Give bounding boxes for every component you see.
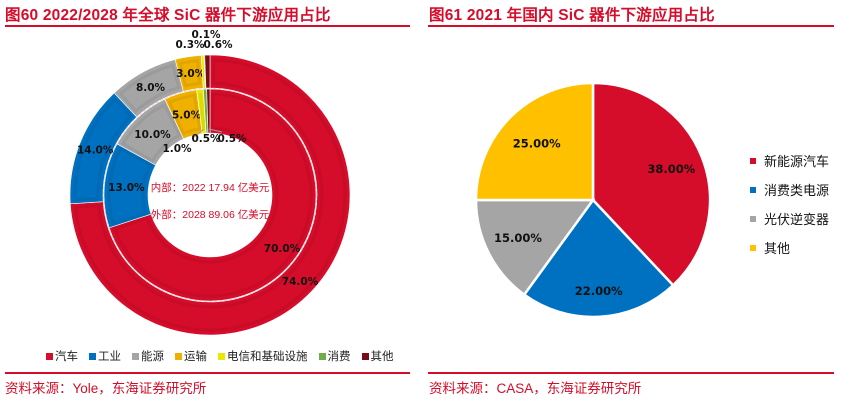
pie-legend-item-3: 其他 [750, 233, 829, 262]
donut-inner-leader-6 [208, 128, 223, 133]
donut-legend-item-1: 工业 [89, 348, 121, 364]
pie-legend-label-1: 消费类电源 [764, 183, 830, 198]
left-title-rule [5, 25, 410, 27]
donut-ring-outer: 74.0% 14.0% 8.0% 3.0% 0.3%0.1%0.6% [69, 29, 351, 336]
right-source-rule [428, 372, 834, 374]
donut-ring-inner: 70.0%13.0%10.0%5.0%1.0%0.5%0.5% [103, 88, 317, 302]
left-figure-title: 图60 2022/2028 年全球 SiC 器件下游应用占比 [5, 7, 331, 24]
donut-inner-label-5: 0.5% [191, 133, 221, 145]
donut-legend-label-2: 能源 [141, 351, 164, 363]
donut-legend-label-4: 电信和基础设施 [227, 351, 308, 363]
donut-inner-label-3: 5.0% [172, 109, 202, 121]
donut-legend-item-4: 电信和基础设施 [218, 348, 308, 364]
donut-legend-label-5: 消费 [327, 351, 351, 363]
donut-outer-label-3: 3.0% [176, 68, 206, 80]
pie-legend-swatch-1 [750, 186, 756, 193]
right-figure-title: 图61 2021 年国内 SiC 器件下游应用占比 [429, 7, 715, 24]
pie-slice-1 [522, 198, 675, 319]
donut-legend-swatch-4 [218, 352, 225, 360]
donut-inner-label-1: 13.0% [108, 182, 145, 194]
pie-legend-label-2: 光伏逆变器 [764, 212, 830, 227]
donut-inner-label-0: 70.0% [264, 243, 301, 255]
donut-legend: 汽车 工业 能源 运输 电信和基础设施 消费 其他 [46, 348, 394, 364]
pie-label-0: 38.00% [647, 162, 695, 176]
donut-inner-slice-bevel-4 [198, 92, 206, 130]
donut-outer-label-2: 8.0% [136, 82, 166, 94]
left-source-rule [5, 372, 410, 374]
donut-legend-swatch-5 [318, 352, 326, 360]
donut-center-text-1: 外部：2028 89.06 亿美元 [151, 208, 270, 221]
donut-outer-label-0: 74.0% [282, 276, 319, 288]
donut-inner-label-6: 0.5% [217, 133, 247, 145]
pie-legend-label-0: 新能源汽车 [764, 154, 830, 169]
donut-inner-slice-bevel-1 [107, 147, 153, 226]
donut-legend-item-3: 运输 [175, 348, 207, 364]
right-title-rule [428, 25, 834, 27]
donut-outer-slice-6 [204, 54, 211, 89]
donut-center-text-0: 内部：2022 17.94 亿美元 [151, 181, 270, 194]
donut-outer-slice-bevel-1 [73, 97, 134, 201]
donut-legend-swatch-3 [175, 352, 182, 360]
pie-label-1: 22.00% [575, 284, 623, 298]
donut-inner-slice-bevel-3 [167, 93, 202, 136]
donut-legend-label-6: 其他 [370, 351, 394, 363]
right-source: 资料来源：CASA，东海证券研究所 [429, 381, 642, 396]
donut-legend-item-0: 汽车 [46, 348, 78, 364]
right-panel: 图61 2021 年国内 SiC 器件下游应用占比 38.00% 22.00% 15… [420, 0, 853, 400]
pie-chart: 38.00% 22.00% 15.00% 25.00% [474, 81, 712, 319]
pie-legend-item-2: 光伏逆变器 [750, 204, 829, 233]
left-panel: 图60 2022/2028 年全球 SiC 器件下游应用占比 70.0% 13.0… [0, 0, 420, 400]
pie-legend-item-0: 新能源汽车 [750, 146, 829, 175]
donut-legend-item-2: 能源 [132, 348, 164, 364]
donut-ring-separator [103, 88, 317, 302]
pie-legend-swatch-2 [750, 215, 756, 222]
donut-outer-slice-0 [69, 54, 351, 336]
donut-inner-label-4: 1.0% [162, 143, 192, 155]
donut-inner-slice-bevel-0 [113, 92, 313, 298]
donut-outer-label-5: 0.1% [191, 29, 221, 41]
donut-legend-label-0: 汽车 [55, 351, 78, 363]
pie-legend-swatch-0 [750, 157, 756, 164]
donut-inner-label-2: 10.0% [134, 129, 171, 141]
donut-legend-swatch-1 [89, 352, 96, 360]
donut-inner-slice-bevel-2 [120, 102, 182, 164]
donut-legend-swatch-0 [46, 352, 53, 360]
donut-outer-label-6: 0.6% [203, 39, 233, 51]
donut-outer-slice-bevel-2 [118, 63, 181, 114]
donut-legend-item-6: 其他 [361, 348, 394, 364]
donut-outer-slice-bevel-3 [178, 58, 202, 88]
donut-outer-label-1: 14.0% [77, 145, 114, 157]
donut-legend-swatch-6 [361, 352, 369, 360]
donut-inner-slice-0 [108, 88, 317, 302]
donut-outer-slice-bevel-0 [73, 58, 347, 332]
pie-legend-item-1: 消费类电源 [750, 175, 829, 204]
left-source: 资料来源：Yole，东海证券研究所 [5, 381, 207, 396]
donut-chart: 70.0%13.0%10.0%5.0%1.0%0.5%0.5%74.0%14.0… [69, 29, 351, 336]
pie-legend-label-3: 其他 [764, 241, 791, 256]
donut-legend-label-3: 运输 [184, 351, 207, 363]
pie-slice-2 [474, 198, 596, 297]
donut-outer-label-4: 0.3% [175, 39, 205, 51]
pie-slice-3 [474, 81, 595, 202]
pie-legend-swatch-3 [750, 244, 756, 251]
pie-slice-0 [591, 81, 712, 288]
pie-legend: 新能源汽车消费类电源光伏逆变器其他 [750, 146, 829, 262]
pie-label-2: 15.00% [494, 231, 542, 245]
donut-legend-label-1: 工业 [98, 351, 121, 363]
donut-legend-swatch-2 [132, 352, 139, 360]
donut-inner-leader-4 [192, 128, 205, 139]
donut-legend-item-5: 消费 [318, 348, 351, 364]
pie-label-3: 25.00% [513, 137, 561, 151]
donut-inner-slice-6 [206, 88, 211, 134]
